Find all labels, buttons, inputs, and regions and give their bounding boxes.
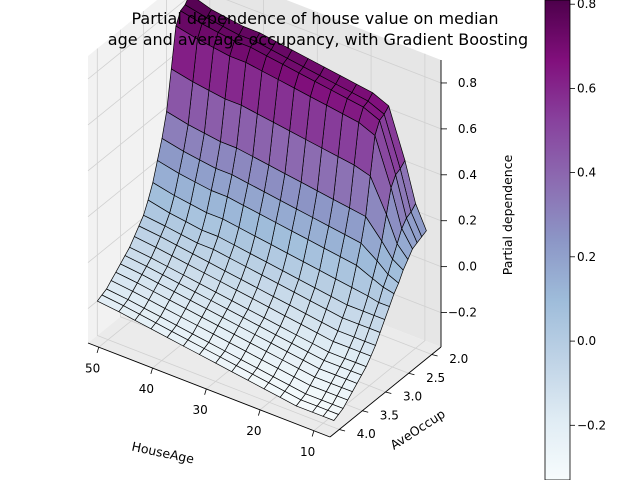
surface-plot: [96, 0, 427, 421]
colorbar-ticks: 0.8 0.6 0.4 0.2 0.0 −0.2: [570, 0, 606, 432]
x-tick-label: 10: [300, 445, 315, 459]
xlabel: HouseAge: [130, 439, 195, 467]
y-tick: [362, 410, 369, 413]
x-tick: [204, 388, 207, 395]
x-tick: [150, 367, 153, 374]
x-tick-label: 50: [85, 361, 100, 375]
z-tick-label: −0.2: [448, 306, 477, 320]
colorbar-gradient: [544, 0, 571, 480]
chart-title-line-1: Partial dependence of house value on med…: [132, 9, 499, 28]
x-tick: [311, 430, 315, 437]
x-tick-label: 30: [193, 403, 208, 417]
colorbar-tick-label: 0.2: [577, 250, 596, 264]
x-tick: [96, 347, 100, 354]
z-tick-label: 0.6: [458, 122, 477, 136]
y-tick-label: 3.0: [403, 390, 422, 404]
x-tick: [258, 409, 261, 416]
z-tick-label: 0.0: [458, 260, 477, 274]
x-tick-label: 40: [139, 382, 154, 396]
colorbar-tick-label: 0.6: [577, 81, 596, 95]
y-tick-label: 2.0: [449, 352, 468, 366]
colorbar: 0.8 0.6 0.4 0.2 0.0 −0.2: [544, 0, 606, 480]
y-tick-label: 4.0: [357, 427, 376, 441]
y-tick-label: 2.5: [426, 371, 445, 385]
y-tick: [408, 372, 415, 376]
colorbar-tick-label: 0.4: [577, 166, 596, 180]
y-tick-label: 3.5: [380, 408, 399, 422]
y-tick: [385, 391, 392, 394]
colorbar-tick-label: 0.8: [577, 0, 596, 11]
gridline-x: [313, 53, 426, 432]
gridline-y: [96, 48, 340, 430]
z-tick-label: 0.8: [458, 76, 477, 90]
axis-ticks: 50 40 30 20 10 2.0 2.5 3.0 3.5 4.0 0.8 0.6 0.4 0.2 0.0…: [85, 76, 477, 459]
z-tick-label: 0.2: [458, 214, 477, 228]
z-tick-label: 0.4: [458, 168, 477, 182]
zlabel: Partial dependence: [500, 154, 515, 275]
chart-title-line-2: age and average occupancy, with Gradient…: [108, 30, 528, 49]
gridline-z: [87, 0, 442, 84]
x-axis-line: [87, 342, 331, 438]
y-tick: [431, 354, 438, 357]
x-tick-label: 20: [246, 424, 261, 438]
surface-facet: [96, 294, 124, 313]
colorbar-tick-label: −0.2: [577, 418, 606, 432]
y-tick: [339, 429, 346, 432]
colorbar-tick-label: 0.0: [577, 334, 596, 348]
